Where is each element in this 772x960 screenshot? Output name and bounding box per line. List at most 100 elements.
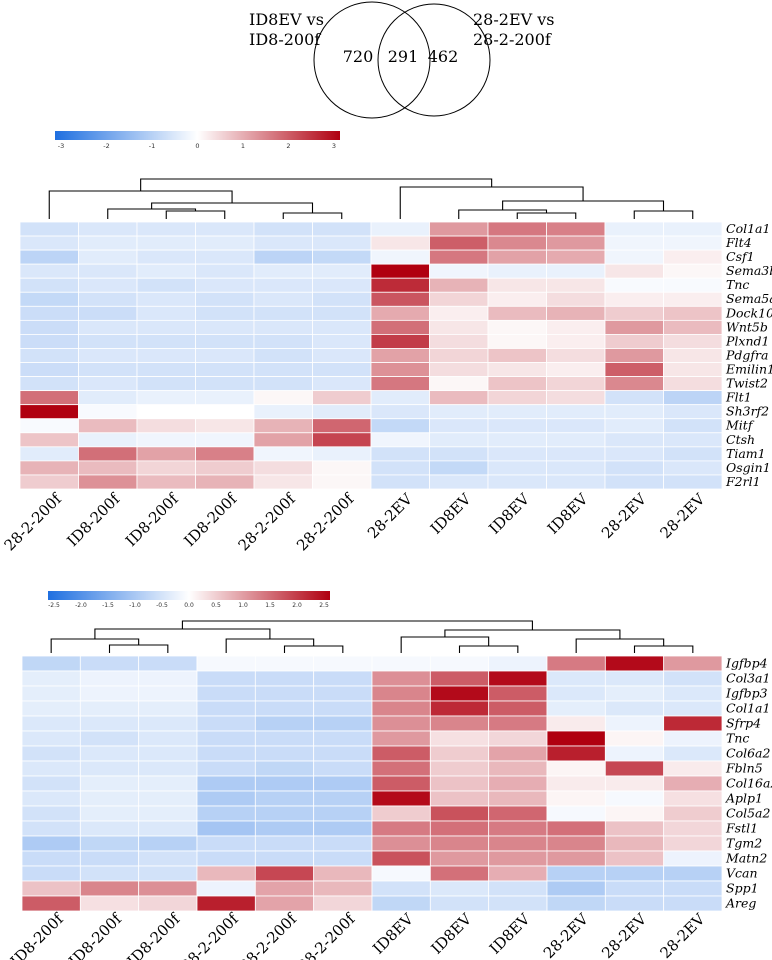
heatmap-cell xyxy=(429,376,489,392)
heatmap-cell xyxy=(487,432,547,448)
heatmap-cell xyxy=(195,432,255,448)
heatmap-cell xyxy=(136,263,196,279)
heatmap-cell xyxy=(429,348,489,363)
heatmap-cell xyxy=(312,404,372,420)
heatmap-cell xyxy=(546,895,606,912)
heatmap-cell xyxy=(79,835,140,852)
heatmap-cell xyxy=(429,880,490,897)
heatmap-cell xyxy=(604,418,664,434)
heatmap-cell xyxy=(136,235,196,251)
row-label: Col5a2 xyxy=(726,806,770,821)
row-label: Flt1 xyxy=(725,390,752,405)
column-label: ID8EV xyxy=(369,909,417,957)
venn-circle-right xyxy=(377,3,491,117)
heatmap-cell xyxy=(196,865,256,882)
heatmap-cell xyxy=(138,850,198,867)
heatmap-cell xyxy=(78,446,138,462)
dendrogram-branch xyxy=(633,210,694,219)
heatmap-cell xyxy=(138,790,198,807)
heatmap-cell xyxy=(429,865,490,882)
heatmap-cell xyxy=(488,835,548,852)
heatmap-cell xyxy=(370,418,430,434)
heatmap-cell xyxy=(429,235,489,251)
heatmap-cell xyxy=(196,700,256,717)
row-label: Areg xyxy=(725,896,756,911)
dendrogram-branch xyxy=(444,629,621,639)
heatmap-cell xyxy=(21,850,81,867)
heatmap-cell xyxy=(371,775,431,792)
heatmap-cell xyxy=(78,376,138,392)
row-label: Csf1 xyxy=(726,249,755,264)
heatmap-cell xyxy=(429,263,489,279)
heatmap-cell xyxy=(195,249,255,265)
heatmap-cell xyxy=(663,460,723,476)
heatmap-cell xyxy=(195,390,255,406)
column-label: ID8-200f xyxy=(124,909,185,960)
heatmap-cell xyxy=(312,376,372,392)
heatmap-cell xyxy=(312,319,372,335)
heatmap-cell xyxy=(546,348,606,363)
heatmap-cell xyxy=(663,760,723,777)
heatmap-cell xyxy=(254,895,315,912)
heatmap-cell xyxy=(604,730,665,747)
heatmap-cell xyxy=(79,730,140,747)
heatmap-cell xyxy=(371,745,431,762)
heatmap-cell xyxy=(546,775,606,792)
heatmap-cell xyxy=(429,670,490,687)
heatmap-cell xyxy=(254,880,315,897)
heatmap-cell xyxy=(371,715,431,732)
heatmap-cell xyxy=(138,715,198,732)
heatmap-cell xyxy=(488,895,548,912)
heatmap-cell xyxy=(313,685,373,702)
heatmap-cell xyxy=(429,474,489,490)
heatmap-cell xyxy=(253,263,313,279)
heatmap-cell xyxy=(429,390,489,406)
heatmap-cell xyxy=(487,376,547,392)
heatmap-cell xyxy=(138,865,198,882)
heatmap-cell xyxy=(546,700,606,717)
heatmap-cell xyxy=(370,291,430,307)
heatmap-cell xyxy=(371,835,431,852)
dendrogram-branch xyxy=(458,645,519,653)
heatmap-cell xyxy=(253,390,313,406)
heatmap-cell xyxy=(21,790,81,807)
heatmap-cell xyxy=(78,390,138,406)
heatmap-cell xyxy=(138,895,198,912)
column-label: 28-2-200f xyxy=(1,489,66,554)
heatmap-cell xyxy=(138,835,198,852)
column-label: 28-2EV xyxy=(540,909,593,960)
column-label: ID8EV xyxy=(427,489,475,537)
heatmap-cell xyxy=(604,277,664,293)
row-label: Sema3b xyxy=(726,263,772,278)
heatmap-cell xyxy=(313,865,373,882)
heatmap-cell xyxy=(19,305,79,321)
heatmap-cell xyxy=(663,805,723,822)
heatmap-cell xyxy=(79,760,140,777)
heatmap-cell xyxy=(312,235,372,251)
heatmap-cell xyxy=(604,895,665,912)
heatmap-cell xyxy=(312,446,372,462)
color-scale-tick: 2.5 xyxy=(319,602,329,609)
heatmap-cell xyxy=(136,348,196,363)
heatmap-cell xyxy=(19,277,79,293)
heatmap-cell xyxy=(604,432,664,448)
heatmap-cell xyxy=(663,432,723,448)
heatmap-cell xyxy=(487,404,547,420)
heatmap-cell xyxy=(546,790,606,807)
heatmap-cell xyxy=(19,291,79,307)
heatmap-1: -3 -2 -1 0 1 2 3 Col1a1Flt4Csf1Sema3bTncSema5aD… xyxy=(1,131,772,554)
color-scale-bar-2 xyxy=(48,591,330,600)
heatmap-cell xyxy=(195,446,255,462)
row-label: Tnc xyxy=(726,277,749,292)
heatmap-cell xyxy=(312,221,372,237)
column-label: 28-2-200f xyxy=(294,909,359,960)
heatmap-cell xyxy=(195,460,255,476)
heatmap-cell xyxy=(136,376,196,392)
dendrogram-branch xyxy=(399,186,584,219)
heatmap-cell xyxy=(312,474,372,490)
row-label: Col16a2 xyxy=(726,776,772,791)
heatmap-cell xyxy=(546,446,606,462)
heatmap-cell xyxy=(254,865,315,882)
heatmap-cell xyxy=(312,418,372,434)
heatmap-cell xyxy=(546,730,606,747)
